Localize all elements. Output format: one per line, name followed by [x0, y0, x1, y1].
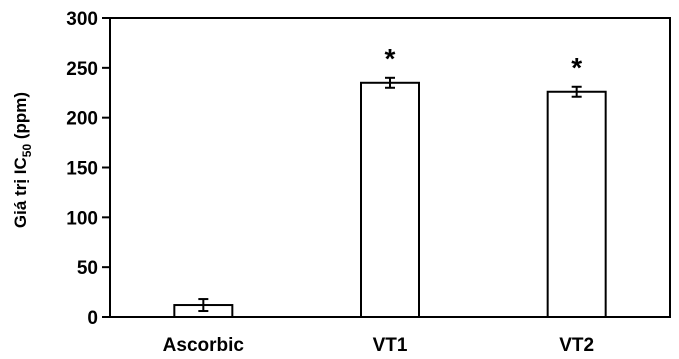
bar-VT2 — [548, 92, 606, 317]
y-axis-title-prefix: Giá trị IC — [11, 157, 30, 228]
y-tick-label-1: 50 — [77, 258, 98, 279]
y-tick-label-2: 100 — [66, 208, 98, 229]
x-label-Ascorbic: Ascorbic — [163, 335, 245, 356]
y-tick-label-3: 150 — [66, 159, 98, 180]
y-tick-label-0: 0 — [87, 308, 98, 329]
significance-markers: * * — [385, 43, 583, 83]
x-label-VT1: VT1 — [373, 335, 408, 356]
y-tick-label-6: 300 — [66, 9, 98, 30]
y-axis-title: Giá trị IC50 (ppm) — [11, 92, 34, 228]
y-axis-title-suffix: (ppm) — [11, 92, 30, 144]
bar-VT1 — [361, 83, 419, 317]
y-tick-label-4: 200 — [66, 109, 98, 130]
significance-marker-VT1: * — [385, 43, 396, 74]
bars — [174, 83, 605, 317]
y-tick-label-5: 250 — [66, 59, 98, 80]
y-axis-title-subscript: 50 — [20, 144, 34, 158]
x-axis-labels: Ascorbic VT1 VT2 — [163, 335, 594, 356]
y-axis-ticks: 0 50 100 150 200 250 300 — [66, 9, 110, 329]
x-label-VT2: VT2 — [559, 335, 594, 356]
significance-marker-VT2: * — [571, 52, 582, 83]
